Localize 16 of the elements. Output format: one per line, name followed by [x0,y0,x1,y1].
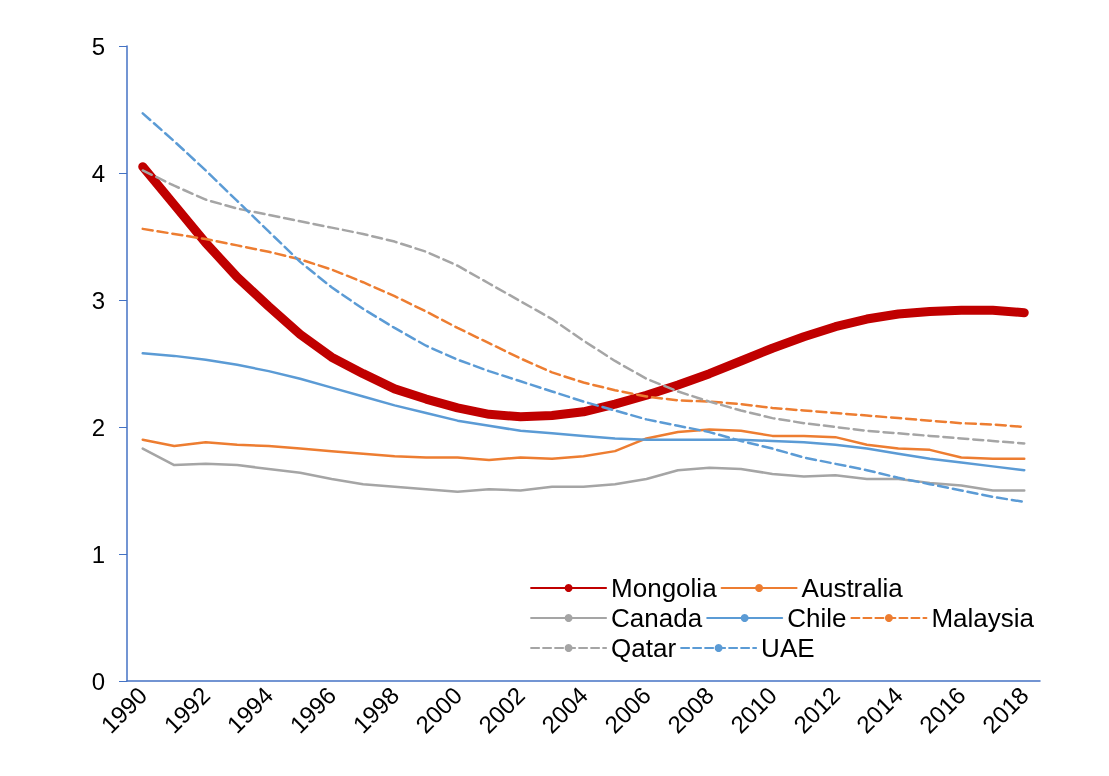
y-tick-label: 1 [91,540,105,568]
legend-label: UAE [761,633,815,663]
legend-label: Malaysia [931,603,1035,633]
legend-label: Canada [611,603,703,633]
y-tick-label: 4 [91,159,105,187]
y-tick-label: 5 [91,32,105,60]
line-series [141,428,1026,462]
line-series [141,112,1026,504]
legend-label: Mongolia [611,573,718,603]
line-series [141,447,1026,494]
y-tick-label: 2 [91,413,105,441]
legend-label: Australia [801,573,904,603]
y-tick-label: 0 [91,667,105,695]
legend-label: Chile [787,603,847,633]
y-tick-label: 3 [91,286,105,314]
legend-label: Qatar [611,633,677,663]
